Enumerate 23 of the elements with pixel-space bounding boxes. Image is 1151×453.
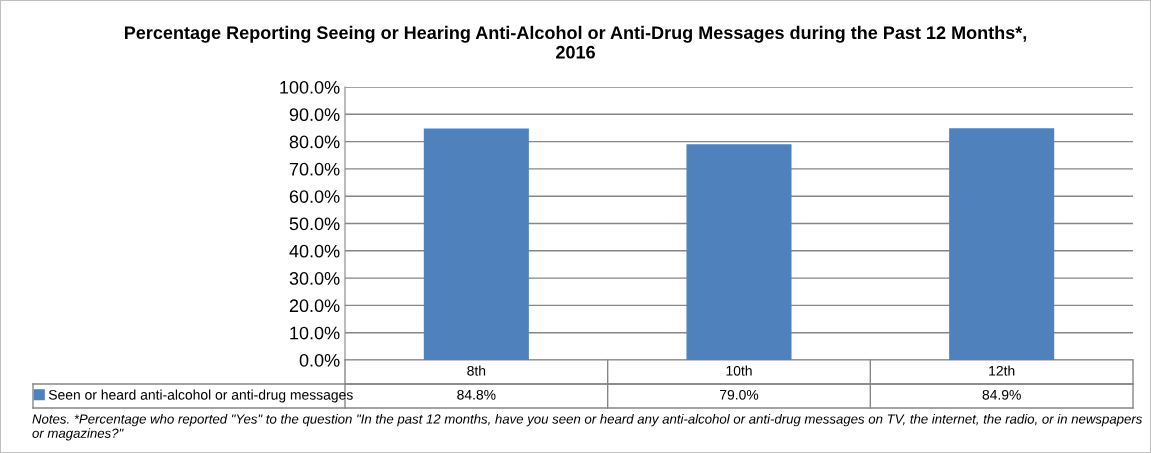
bar [949, 128, 1055, 360]
data-label: 84.9% [982, 389, 1021, 400]
y-tick-label: 50.0% [289, 217, 340, 231]
data-label: 79.0% [720, 389, 759, 400]
y-tick-label: 20.0% [289, 299, 340, 313]
y-tick-label: 80.0% [289, 135, 340, 149]
y-tick-label: 70.0% [289, 162, 340, 176]
y-tick-label: 30.0% [289, 272, 340, 285]
chart-title: Percentage Reporting Seeing or Hearing Anti-Alcohol or Anti-Drug Messages during the Past 12 Months*, 2016 [124, 25, 1027, 59]
y-tick-label: 60.0% [289, 190, 340, 203]
x-tick-label: 10th [726, 365, 752, 376]
bar [423, 128, 529, 360]
y-tick-label: 40.0% [289, 244, 340, 258]
x-tick-label: 8th [467, 365, 486, 376]
bar [686, 144, 792, 360]
y-tick-label: 0.0% [299, 353, 340, 367]
y-tick-label: 90.0% [289, 108, 340, 122]
legend-label: Seen or heard anti-alcohol or anti-drug messages [48, 389, 353, 403]
data-label: 84.8% [457, 389, 496, 400]
y-tick-label: 100.0% [280, 80, 340, 94]
text: Notes. *Percentage who reported "Yes" to the question "In the past 12 months, have you seen or heard any anti-alcohol or anti-drug messages on TV, the internet, the radio, or in newspapers or magazines?" [32, 414, 1143, 441]
x-tick-label: 12th [989, 365, 1015, 376]
y-tick-label: 10.0% [290, 326, 340, 340]
